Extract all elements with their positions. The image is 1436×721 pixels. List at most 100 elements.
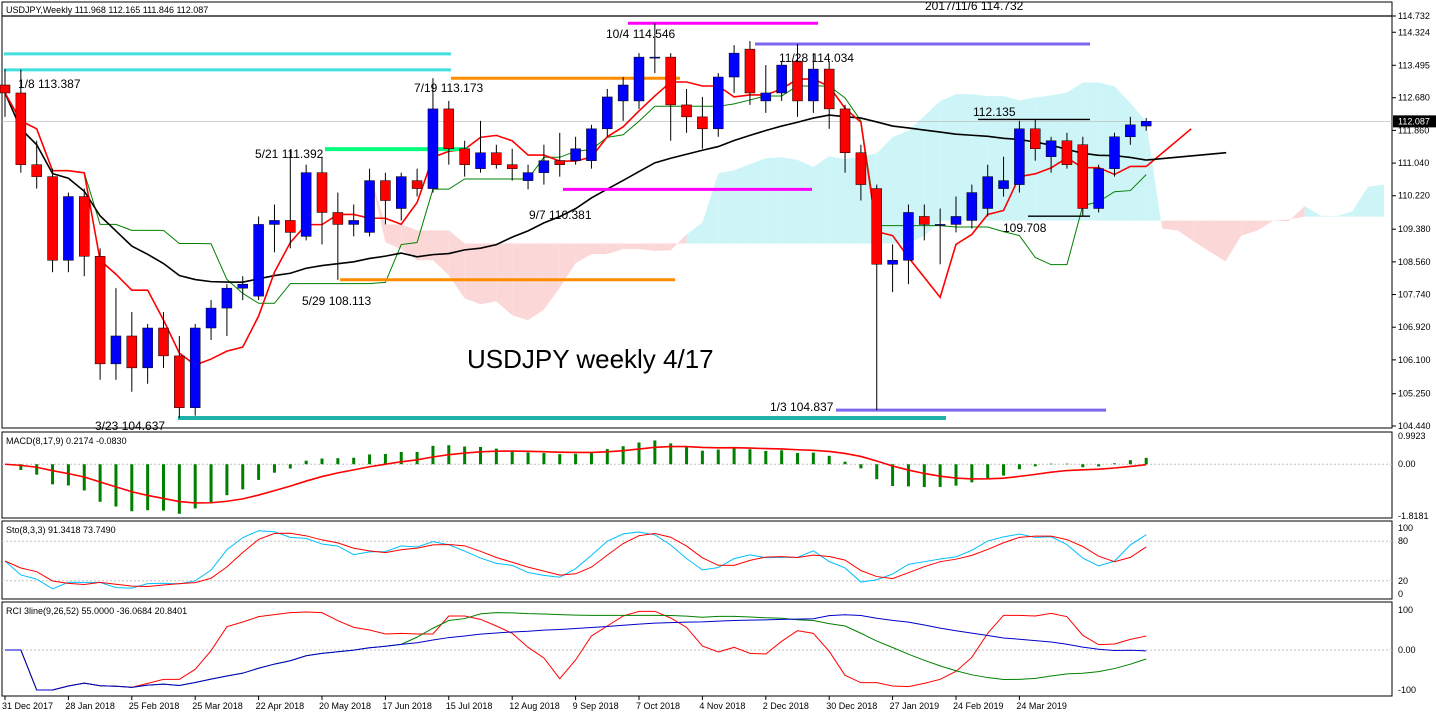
ma-projection — [1146, 151, 1227, 161]
ichimoku-cloud-segment — [512, 243, 529, 321]
ichimoku-cloud-segment — [1368, 184, 1384, 217]
ichimoku-cloud-segment — [543, 243, 560, 310]
ichimoku-cloud-segment — [1193, 220, 1210, 252]
bullish-candle — [1140, 120, 1152, 127]
bearish-candle — [443, 108, 455, 149]
price-tick-label: 111.860 — [1398, 125, 1429, 135]
bullish-candle — [649, 56, 661, 59]
rci-tick-label: -100 — [1398, 685, 1416, 695]
ichimoku-cloud-segment — [924, 101, 941, 236]
annotation-109-708: 109.708 — [1003, 221, 1047, 235]
bullish-candle — [760, 92, 772, 102]
x-tick-label: 24 Mar 2019 — [1016, 701, 1067, 711]
bearish-candle — [31, 164, 42, 177]
x-tick-label: 4 Nov 2018 — [699, 701, 745, 711]
bullish-candle — [934, 224, 946, 226]
macd-tick-label: -1.8181 — [1398, 511, 1429, 521]
ichimoku-cloud-segment — [464, 243, 481, 305]
bearish-candle — [285, 220, 296, 233]
bearish-candle — [855, 152, 867, 185]
top-label: 2017/11/6 114.732 — [925, 0, 1024, 13]
bullish-candle — [63, 196, 74, 261]
annotation-9-7: 9/7 110.381 — [529, 208, 592, 222]
ichimoku-cloud-segment — [1019, 97, 1036, 221]
bullish-candle — [189, 327, 201, 408]
bullish-candle — [522, 172, 534, 181]
bearish-candle — [1077, 144, 1089, 209]
x-tick-label: 25 Mar 2018 — [192, 701, 243, 711]
bullish-candle — [1109, 136, 1120, 169]
ichimoku-cloud-segment — [1146, 121, 1163, 229]
bearish-candle — [411, 180, 423, 189]
ichimoku-cloud-segment — [448, 230, 465, 299]
bullish-candle — [966, 192, 978, 221]
bearish-candle — [697, 116, 708, 130]
ichimoku-cloud-segment — [813, 156, 830, 244]
ichimoku-cloud-segment — [1273, 219, 1289, 222]
ichimoku-cloud-segment — [1114, 86, 1131, 221]
ichimoku-cloud-segment — [1051, 92, 1067, 221]
price-tick-label: 114.732 — [1398, 11, 1430, 21]
price-tick-label: 106.100 — [1398, 355, 1431, 365]
bullish-candle — [396, 176, 407, 209]
ichimoku-cloud-segment — [686, 222, 703, 244]
bullish-candle — [570, 148, 581, 161]
bearish-candle — [94, 256, 106, 365]
bearish-candle — [47, 176, 58, 261]
ichimoku-cloud-segment — [575, 243, 592, 264]
price-tick-label: 107.740 — [1398, 290, 1431, 300]
x-tick-label: 27 Jan 2019 — [890, 701, 940, 711]
ichimoku-cloud-segment — [623, 243, 639, 250]
x-tick-label: 9 Sep 2018 — [573, 701, 619, 711]
chart-watermark-title: USDJPY weekly 4/17 — [467, 344, 714, 374]
ichimoku-cloud-segment — [480, 243, 497, 305]
bearish-candle — [158, 327, 169, 357]
bullish-candle — [205, 307, 217, 329]
ichimoku-cloud-segment — [749, 158, 766, 244]
bearish-candle — [744, 48, 756, 94]
bullish-candle — [950, 216, 962, 225]
annotation-112-135: 112.135 — [973, 105, 1016, 119]
bullish-candle — [808, 68, 819, 102]
rci-long-line — [5, 614, 1147, 691]
ichimoku-cloud-segment — [1003, 96, 1020, 221]
x-tick-label: 20 May 2018 — [319, 701, 371, 711]
bullish-candle — [1125, 124, 1136, 138]
bullish-candle — [538, 160, 550, 173]
ichimoku-cloud-segment — [607, 243, 624, 255]
bearish-candle — [332, 212, 344, 225]
ichimoku-cloud-segment — [1241, 220, 1258, 236]
bullish-candle — [713, 76, 724, 130]
x-tick-label: 2 Dec 2018 — [763, 701, 809, 711]
bearish-candle — [665, 56, 676, 106]
x-tick-label: 15 Jul 2018 — [446, 701, 493, 711]
stoch-tick-label: 80 — [1398, 536, 1408, 546]
bullish-candle — [887, 260, 898, 265]
ichimoku-cloud-segment — [797, 159, 814, 244]
bullish-candle — [237, 283, 248, 289]
annotation-1-3: 1/3 104.837 — [770, 400, 834, 414]
bullish-candle — [142, 327, 153, 369]
bullish-candle — [728, 52, 740, 78]
ichimoku-cloud-segment — [1225, 220, 1242, 262]
bearish-candle — [459, 148, 470, 165]
ichimoku-cloud-segment — [417, 230, 433, 261]
bullish-candle — [617, 84, 629, 102]
ichimoku-cloud-segment — [718, 170, 735, 244]
rci-short-line — [5, 610, 1147, 691]
ichimoku-cloud-segment — [1288, 206, 1305, 222]
macd-panel-frame — [1, 431, 1393, 519]
ichimoku-cloud-segment — [956, 94, 972, 221]
ichimoku-cloud-segment — [765, 157, 782, 244]
bullish-candle — [586, 128, 597, 161]
price-tick-label: 111.040 — [1398, 158, 1429, 168]
ichimoku-cloud-segment — [385, 224, 402, 250]
ichimoku-cloud-segment — [559, 243, 576, 288]
x-tick-label: 24 Feb 2019 — [953, 701, 1004, 711]
bearish-candle — [1061, 140, 1073, 165]
macd-title: MACD(8,17,9) 0.2174 -0.0830 — [6, 436, 127, 446]
price-tick-label: 110.220 — [1398, 191, 1430, 201]
ichimoku-cloud-segment — [591, 243, 608, 255]
